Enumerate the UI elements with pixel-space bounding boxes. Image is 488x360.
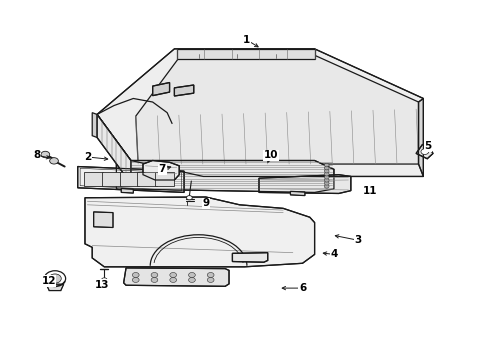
- Text: 7: 7: [158, 165, 165, 174]
- Circle shape: [207, 278, 214, 283]
- Circle shape: [132, 278, 139, 283]
- Circle shape: [49, 274, 61, 283]
- Text: 13: 13: [95, 280, 109, 289]
- Polygon shape: [78, 167, 183, 192]
- Text: 10: 10: [264, 150, 278, 160]
- Polygon shape: [290, 192, 305, 195]
- Polygon shape: [97, 114, 131, 173]
- Polygon shape: [85, 197, 314, 267]
- Circle shape: [324, 179, 328, 182]
- Circle shape: [420, 149, 428, 154]
- Polygon shape: [94, 212, 113, 228]
- Polygon shape: [46, 284, 63, 291]
- Polygon shape: [174, 85, 193, 96]
- Circle shape: [324, 175, 328, 179]
- Polygon shape: [142, 161, 179, 180]
- Circle shape: [50, 158, 58, 164]
- Text: 2: 2: [83, 152, 91, 162]
- Circle shape: [207, 273, 214, 278]
- Circle shape: [324, 181, 328, 185]
- Circle shape: [324, 185, 328, 188]
- Circle shape: [151, 273, 158, 278]
- Text: 1: 1: [243, 35, 250, 45]
- Text: 6: 6: [298, 283, 305, 293]
- Polygon shape: [121, 189, 133, 193]
- Bar: [155, 172, 174, 186]
- Bar: [84, 172, 103, 186]
- Circle shape: [324, 170, 328, 173]
- Circle shape: [151, 278, 158, 283]
- Polygon shape: [97, 114, 131, 184]
- Circle shape: [169, 278, 176, 283]
- Polygon shape: [259, 175, 350, 193]
- Polygon shape: [136, 54, 418, 164]
- Circle shape: [186, 195, 192, 200]
- Circle shape: [188, 273, 195, 278]
- Polygon shape: [177, 49, 314, 59]
- Circle shape: [324, 172, 328, 176]
- Bar: [119, 172, 139, 186]
- Text: 11: 11: [362, 186, 377, 195]
- Text: 12: 12: [41, 276, 56, 286]
- Circle shape: [188, 278, 195, 283]
- Circle shape: [324, 166, 328, 170]
- Text: 4: 4: [329, 249, 337, 260]
- Circle shape: [169, 273, 176, 278]
- Text: 9: 9: [202, 198, 209, 208]
- Polygon shape: [232, 253, 267, 262]
- Polygon shape: [97, 49, 423, 176]
- Polygon shape: [415, 145, 432, 159]
- Circle shape: [41, 151, 50, 158]
- Polygon shape: [418, 99, 423, 176]
- Polygon shape: [116, 161, 333, 192]
- Circle shape: [44, 271, 65, 286]
- Polygon shape: [152, 82, 169, 96]
- Circle shape: [132, 273, 139, 278]
- Circle shape: [101, 278, 107, 282]
- Bar: [102, 172, 121, 186]
- Polygon shape: [92, 113, 97, 138]
- Text: 8: 8: [33, 150, 40, 160]
- Polygon shape: [123, 268, 228, 286]
- Text: 3: 3: [354, 235, 361, 245]
- Text: 5: 5: [424, 141, 431, 151]
- Circle shape: [324, 163, 328, 167]
- Bar: [137, 172, 156, 186]
